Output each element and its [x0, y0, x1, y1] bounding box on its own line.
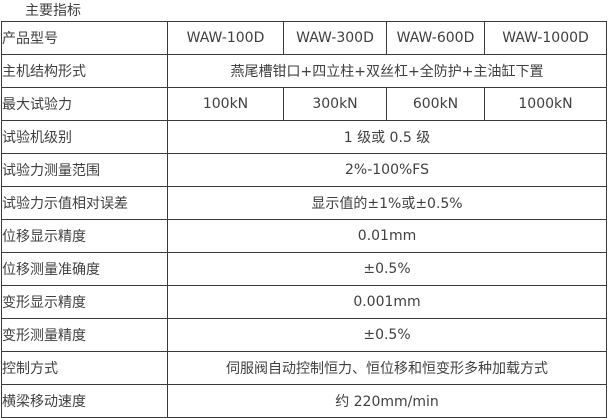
row-value: 伺服阀自动控制恒力、恒位移和恒变形多种加载方式	[167, 351, 607, 385]
model-cell: WAW-1000D	[484, 21, 607, 55]
row-label: 试验机级别	[1, 120, 168, 154]
table-row-structure: 主机结构形式 燕尾槽钳口+四立柱+双丝杠+全防护+主油缸下置	[1, 54, 607, 88]
spec-table: 产品型号 WAW-100D WAW-300D WAW-600D WAW-1000…	[1, 21, 607, 418]
model-cell: WAW-300D	[283, 21, 387, 55]
table-row-max-force: 最大试验力 100kN 300kN 600kN 1000kN	[1, 87, 607, 121]
table-row-crosshead-speed: 横梁移动速度 约 220mm/min	[1, 384, 607, 418]
row-value: 约 220mm/min	[167, 384, 607, 418]
row-value: 0.001mm	[167, 285, 607, 319]
row-value: 0.01mm	[167, 219, 607, 253]
model-cell: WAW-100D	[167, 21, 284, 55]
row-value: 1 级或 0.5 级	[167, 120, 607, 154]
force-cell: 600kN	[386, 87, 485, 121]
row-label: 横梁移动速度	[1, 384, 168, 418]
row-value: ±0.5%	[167, 252, 607, 286]
row-label: 位移测量准确度	[1, 252, 168, 286]
row-value: ±0.5%	[167, 318, 607, 352]
row-label: 主机结构形式	[1, 54, 168, 88]
table-row-displacement-accuracy: 位移测量准确度 ±0.5%	[1, 252, 607, 286]
row-label: 最大试验力	[1, 87, 168, 121]
row-label: 位移显示精度	[1, 219, 168, 253]
row-value: 燕尾槽钳口+四立柱+双丝杠+全防护+主油缸下置	[167, 54, 607, 88]
row-value: 2%-100%FS	[167, 153, 607, 187]
table-row-header: 产品型号 WAW-100D WAW-300D WAW-600D WAW-1000…	[1, 21, 607, 55]
row-label-product-model: 产品型号	[1, 21, 168, 55]
table-row-deformation-resolution: 变形显示精度 0.001mm	[1, 285, 607, 319]
row-label: 变形测量精度	[1, 318, 168, 352]
table-row-displacement-resolution: 位移显示精度 0.01mm	[1, 219, 607, 253]
table-row-force-error: 试验力示值相对误差 显示值的±1%或±0.5%	[1, 186, 607, 220]
table-row-deformation-accuracy: 变形测量精度 ±0.5%	[1, 318, 607, 352]
page-title: 主要指标	[25, 3, 81, 19]
table-row-force-range: 试验力测量范围 2%-100%FS	[1, 153, 607, 187]
row-label: 控制方式	[1, 351, 168, 385]
row-label: 试验力测量范围	[1, 153, 168, 187]
force-cell: 1000kN	[484, 87, 607, 121]
table-row-machine-class: 试验机级别 1 级或 0.5 级	[1, 120, 607, 154]
row-value: 显示值的±1%或±0.5%	[167, 186, 607, 220]
row-label: 变形显示精度	[1, 285, 168, 319]
table-row-control-mode: 控制方式 伺服阀自动控制恒力、恒位移和恒变形多种加载方式	[1, 351, 607, 385]
force-cell: 100kN	[167, 87, 284, 121]
force-cell: 300kN	[283, 87, 387, 121]
row-label: 试验力示值相对误差	[1, 186, 168, 220]
model-cell: WAW-600D	[386, 21, 485, 55]
